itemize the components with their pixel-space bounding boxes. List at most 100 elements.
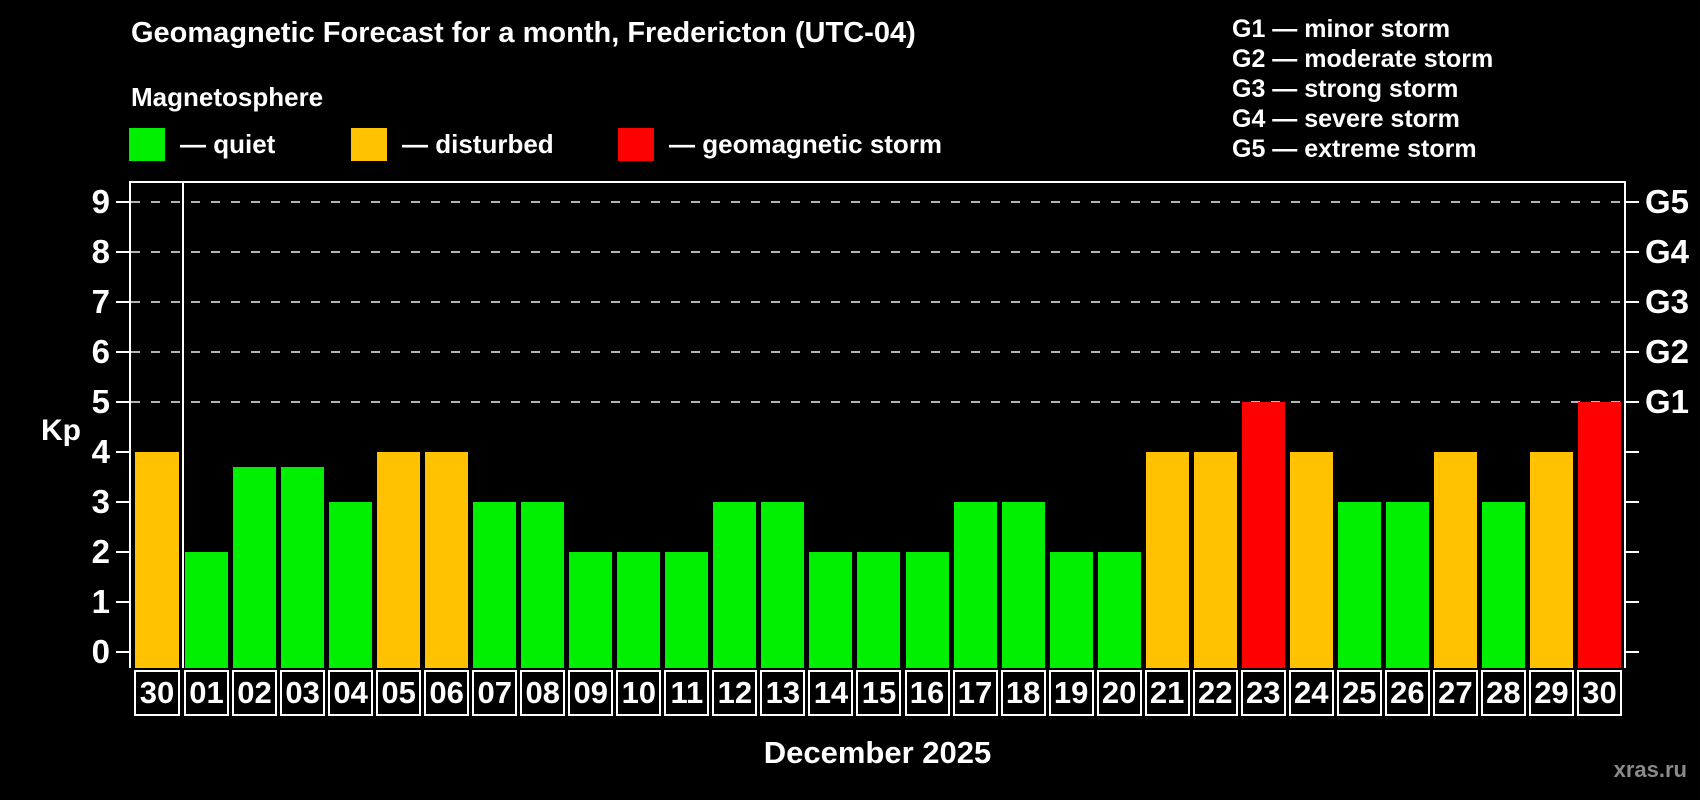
bar-day-29 xyxy=(1529,452,1573,668)
bar-day-04 xyxy=(329,502,373,668)
g-label-G5: G5 xyxy=(1645,183,1690,220)
bar-day-26 xyxy=(1385,502,1429,668)
left-tick-kp0 xyxy=(116,651,129,653)
bar-day-16 xyxy=(905,552,949,668)
gridline-kp8 xyxy=(131,251,1624,253)
g-scale-legend: G1 — minor storm G2 — moderate storm G3 … xyxy=(1232,14,1493,164)
day-label-04: 04 xyxy=(328,670,374,716)
disturbed-label: — disturbed xyxy=(402,129,554,159)
y-tick-label-9: 9 xyxy=(91,183,110,220)
g5-legend-line: G5 — extreme storm xyxy=(1232,135,1477,163)
day-label-21: 21 xyxy=(1144,670,1190,716)
bar-day-25 xyxy=(1337,502,1381,668)
day-label-28: 28 xyxy=(1480,670,1526,716)
y-tick-label-4: 4 xyxy=(91,433,110,470)
bar-day-27 xyxy=(1433,452,1477,668)
day-label-26: 26 xyxy=(1384,670,1430,716)
day-label-14: 14 xyxy=(808,670,854,716)
day-label-05: 05 xyxy=(376,670,422,716)
y-tick-label-6: 6 xyxy=(91,333,110,370)
day-label-12: 12 xyxy=(712,670,758,716)
bar-day-28 xyxy=(1481,502,1525,668)
bar-day-06 xyxy=(425,452,469,668)
day-label-24: 24 xyxy=(1288,670,1334,716)
g1-legend-line: G1 — minor storm xyxy=(1232,15,1451,43)
quiet-label: — quiet xyxy=(180,129,276,159)
right-tick-kp9 xyxy=(1626,201,1639,203)
bar-day-22 xyxy=(1193,452,1237,668)
day-label-06: 06 xyxy=(424,670,470,716)
gridline-kp7 xyxy=(131,301,1624,303)
day-label-03: 03 xyxy=(280,670,326,716)
y-tick-label-5: 5 xyxy=(91,383,110,420)
day-label-22: 22 xyxy=(1192,670,1238,716)
bar-day-14 xyxy=(809,552,853,668)
storm-color-swatch xyxy=(618,127,654,161)
left-tick-kp7 xyxy=(116,301,129,303)
legend-item-storm: — geomagnetic storm xyxy=(618,127,942,161)
watermark: xras.ru xyxy=(1613,757,1687,782)
x-axis-label: December 2025 xyxy=(763,735,992,770)
month-separator-line xyxy=(182,183,184,668)
right-tick-kp4 xyxy=(1626,451,1639,453)
bar-day-19 xyxy=(1049,552,1093,668)
gridline-kp6 xyxy=(131,351,1624,353)
left-tick-kp8 xyxy=(116,251,129,253)
day-label-20: 20 xyxy=(1096,670,1142,716)
day-label-13: 13 xyxy=(760,670,806,716)
bar-day-07 xyxy=(473,502,517,668)
day-label-18: 18 xyxy=(1000,670,1046,716)
right-tick-kp6 xyxy=(1626,351,1639,353)
g-label-G1: G1 xyxy=(1645,383,1690,420)
bar-day-10 xyxy=(617,552,661,668)
day-label-19: 19 xyxy=(1048,670,1094,716)
y-tick-label-2: 2 xyxy=(91,533,110,570)
bar-day-13 xyxy=(761,502,805,668)
g-label-G4: G4 xyxy=(1645,233,1690,270)
y-tick-label-3: 3 xyxy=(91,483,110,520)
right-tick-kp0 xyxy=(1626,651,1639,653)
bar-day-05 xyxy=(377,452,421,668)
bar-day-20 xyxy=(1097,552,1141,668)
day-label-15: 15 xyxy=(856,670,902,716)
bar-day-09 xyxy=(569,552,613,668)
y-tick-label-7: 7 xyxy=(91,283,110,320)
day-label-30: 30 xyxy=(1576,670,1622,716)
bar-day-08 xyxy=(521,502,565,668)
disturbed-color-swatch xyxy=(351,127,387,161)
bar-day-18 xyxy=(1001,502,1045,668)
left-tick-kp1 xyxy=(116,601,129,603)
right-tick-kp3 xyxy=(1626,501,1639,503)
bar-day-03 xyxy=(281,467,325,668)
day-label-prev-30: 30 xyxy=(134,670,180,716)
gridline-kp9 xyxy=(131,201,1624,203)
day-label-23: 23 xyxy=(1240,670,1286,716)
y-tick-label-0: 0 xyxy=(91,633,110,670)
right-tick-kp1 xyxy=(1626,601,1639,603)
right-tick-kp2 xyxy=(1626,551,1639,553)
left-tick-kp4 xyxy=(116,451,129,453)
left-tick-kp2 xyxy=(116,551,129,553)
g2-legend-line: G2 — moderate storm xyxy=(1232,45,1494,73)
legend-item-disturbed: — disturbed xyxy=(351,127,554,161)
y-axis-label: Kp xyxy=(41,414,81,447)
bar-day-24 xyxy=(1289,452,1333,668)
g4-legend-line: G4 — severe storm xyxy=(1232,105,1460,133)
bar-day-21 xyxy=(1145,452,1189,668)
day-label-29: 29 xyxy=(1528,670,1574,716)
bar-day-02 xyxy=(233,467,277,668)
bar-day-30 xyxy=(1577,402,1621,668)
right-tick-kp7 xyxy=(1626,301,1639,303)
bar-day-11 xyxy=(665,552,709,668)
g3-legend-line: G3 — strong storm xyxy=(1232,75,1459,103)
bar-day-15 xyxy=(857,552,901,668)
day-label-07: 07 xyxy=(472,670,518,716)
magnetosphere-label: Magnetosphere xyxy=(131,82,324,112)
day-label-09: 09 xyxy=(568,670,614,716)
plot-area-border xyxy=(129,181,1626,668)
legend-item-quiet: — quiet xyxy=(129,127,275,161)
bar-prev-month-day-30 xyxy=(135,452,179,668)
gridline-kp5 xyxy=(131,401,1624,403)
day-label-16: 16 xyxy=(904,670,950,716)
